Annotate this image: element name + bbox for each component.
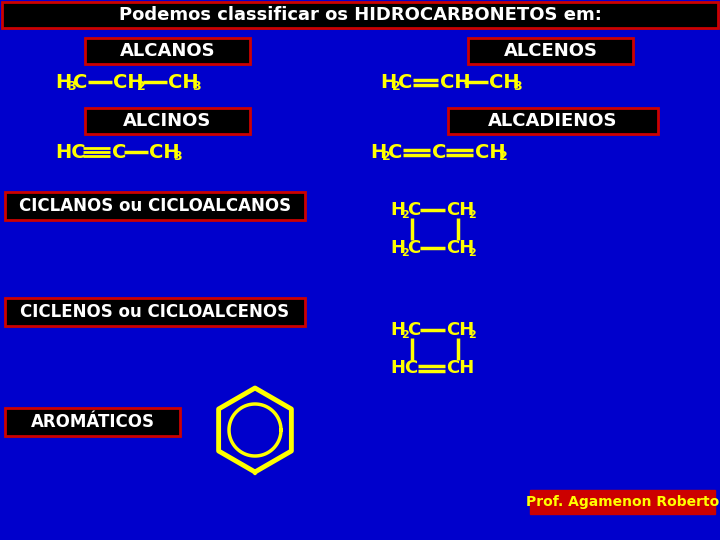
Text: 2: 2 — [401, 330, 409, 340]
FancyBboxPatch shape — [5, 192, 305, 220]
Text: CH: CH — [446, 239, 474, 257]
Text: C: C — [112, 143, 127, 161]
Text: H: H — [390, 239, 405, 257]
Text: ALCADIENOS: ALCADIENOS — [488, 112, 618, 130]
Text: C: C — [432, 143, 446, 161]
Text: 2: 2 — [499, 151, 508, 164]
Text: CH: CH — [489, 72, 520, 91]
Text: CH: CH — [446, 201, 474, 219]
Text: Prof. Agamenon Roberto: Prof. Agamenon Roberto — [526, 495, 719, 509]
Text: H: H — [370, 143, 386, 161]
FancyBboxPatch shape — [2, 2, 718, 28]
Text: Podemos classificar os HIDROCARBONETOS em:: Podemos classificar os HIDROCARBONETOS e… — [119, 6, 601, 24]
Text: 2: 2 — [382, 151, 391, 164]
Text: CICLANOS ou CICLOALCANOS: CICLANOS ou CICLOALCANOS — [19, 197, 291, 215]
Text: 2: 2 — [468, 248, 476, 258]
Text: AROMÁTICOS: AROMÁTICOS — [30, 413, 155, 431]
Text: CH: CH — [149, 143, 179, 161]
Text: C: C — [73, 72, 87, 91]
FancyBboxPatch shape — [468, 38, 633, 64]
Text: 3: 3 — [173, 151, 181, 164]
Text: C: C — [398, 72, 413, 91]
Text: C: C — [407, 201, 420, 219]
FancyBboxPatch shape — [85, 108, 250, 134]
FancyBboxPatch shape — [85, 38, 250, 64]
Text: CH: CH — [475, 143, 505, 161]
Text: 3: 3 — [192, 80, 201, 93]
Text: H: H — [55, 72, 71, 91]
Text: H: H — [390, 201, 405, 219]
Text: HC: HC — [55, 143, 86, 161]
Text: CH: CH — [440, 72, 471, 91]
Text: 2: 2 — [401, 248, 409, 258]
FancyBboxPatch shape — [530, 490, 715, 514]
Text: 2: 2 — [392, 80, 401, 93]
FancyBboxPatch shape — [5, 408, 180, 436]
Text: 2: 2 — [468, 330, 476, 340]
Text: H: H — [390, 321, 405, 339]
Text: CH: CH — [113, 72, 143, 91]
Text: 2: 2 — [137, 80, 145, 93]
Text: ALCANOS: ALCANOS — [120, 42, 215, 60]
Text: CH: CH — [446, 321, 474, 339]
Text: CH: CH — [446, 359, 474, 377]
Text: CH: CH — [168, 72, 199, 91]
Text: ALCENOS: ALCENOS — [503, 42, 598, 60]
Text: ALCINOS: ALCINOS — [123, 112, 212, 130]
Text: 2: 2 — [468, 210, 476, 220]
Text: C: C — [388, 143, 402, 161]
Text: 3: 3 — [67, 80, 76, 93]
Text: H: H — [380, 72, 396, 91]
Text: 3: 3 — [513, 80, 521, 93]
Text: 2: 2 — [401, 210, 409, 220]
Text: HC: HC — [390, 359, 418, 377]
Text: CICLENOS ou CICLOALCENOS: CICLENOS ou CICLOALCENOS — [20, 303, 289, 321]
FancyBboxPatch shape — [5, 298, 305, 326]
Text: C: C — [407, 321, 420, 339]
FancyBboxPatch shape — [448, 108, 658, 134]
Text: C: C — [407, 239, 420, 257]
